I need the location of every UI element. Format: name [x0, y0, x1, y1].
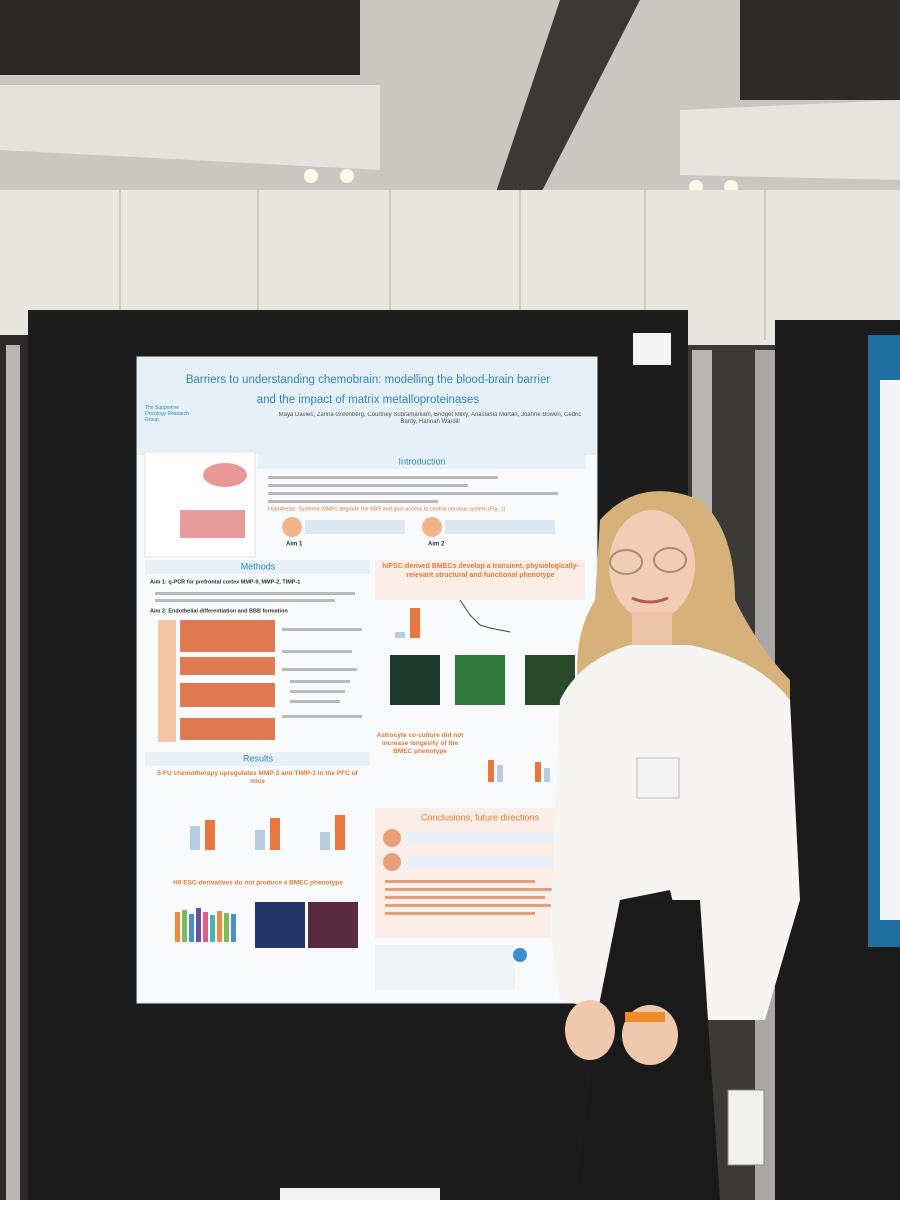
aim-box	[445, 520, 555, 534]
body-text	[385, 880, 560, 915]
section-heading: Conclusions, future directions	[421, 812, 540, 822]
twitter-icon	[513, 948, 527, 962]
ceiling-dark	[740, 0, 900, 100]
hypothesis: Hypothesis: Systemic MMPs degrade the BB…	[268, 506, 506, 512]
subheading: H9 ESC-derivatives do not produce a BMEC…	[173, 880, 343, 887]
references	[375, 945, 515, 990]
check-icon	[383, 829, 401, 847]
poster-title: and the impact of matrix metalloproteina…	[257, 394, 480, 406]
bmec-figure	[390, 599, 575, 705]
subheading: Aim 2: Endothelial differentiation and B…	[150, 608, 288, 614]
shirt	[550, 645, 800, 1020]
smile	[631, 596, 669, 604]
aim-icon	[422, 517, 442, 537]
poster-header	[137, 357, 597, 455]
astrocyte-figure	[488, 760, 550, 782]
authors: Maya Davies, Zarina Greenberg, Courtney …	[278, 412, 582, 425]
wristband	[625, 1012, 665, 1022]
subheading: Astrocyte co-culture did not increase lo…	[376, 732, 464, 755]
conclusions-panel	[375, 808, 585, 938]
section-heading: Methods	[241, 561, 276, 571]
section-heading-box: hiPSC-derived BMECs develop a transient,…	[382, 563, 579, 579]
body-text	[268, 476, 558, 503]
aim-label: Aim 2	[428, 542, 445, 548]
glasses	[653, 547, 687, 573]
aim-icon	[282, 517, 302, 537]
neighbor-poster-body	[880, 380, 900, 920]
name-badge	[636, 757, 680, 799]
frame-pole	[692, 350, 712, 530]
subheading: Aim 1: q-PCR for prefrontal cortex MMP-9…	[150, 579, 300, 585]
face	[609, 510, 695, 620]
ceiling-beam	[495, 0, 640, 195]
ceiling-panel	[0, 85, 380, 170]
group-logo: The Supportive Oncology Research Group	[145, 405, 189, 423]
ceiling-panel	[680, 100, 900, 180]
result-figure	[190, 815, 345, 850]
conclusion-box	[405, 856, 580, 868]
result-figure	[175, 902, 358, 948]
floor-sign	[280, 1188, 440, 1200]
vessel-illustration	[203, 463, 247, 487]
section-heading: hiPSC-derived BMECs develop a transient,…	[382, 563, 579, 579]
section-heading: Results	[243, 753, 274, 763]
access-card	[727, 1089, 765, 1166]
hand	[565, 1000, 615, 1060]
subheading-box: 5-FU chemotherapy upregulates MMP-2 and …	[157, 770, 358, 785]
light	[304, 169, 318, 183]
bbb-illustration	[180, 510, 245, 538]
light	[340, 169, 354, 183]
protocol-steps	[180, 620, 275, 740]
check-icon	[383, 853, 401, 871]
group-name: The Supportive Oncology Research Group	[145, 405, 189, 423]
timeline-bar	[158, 620, 176, 742]
conclusion-box	[405, 832, 580, 844]
section-header	[258, 455, 586, 469]
wall-panels	[119, 190, 766, 340]
aim-label: Aim 1	[286, 542, 303, 548]
section-header	[145, 560, 370, 574]
subheading: 5-FU chemotherapy upregulates MMP-2 and …	[157, 770, 358, 785]
astrocyte-box: Astrocyte co-culture did not increase lo…	[376, 732, 464, 755]
body-text	[282, 628, 362, 718]
label-card	[633, 333, 671, 365]
frame-pole	[6, 345, 20, 1200]
section-heading: Introduction	[398, 456, 445, 466]
authors-box: Maya Davies, Zarina Greenberg, Courtney …	[278, 412, 582, 425]
section-header	[145, 752, 370, 766]
section-header	[375, 560, 585, 600]
ceiling-dark	[0, 0, 360, 75]
poster-title: Barriers to understanding chemobrain: mo…	[186, 374, 551, 386]
glasses	[609, 549, 643, 575]
body-text	[155, 592, 355, 602]
aim-box	[305, 520, 405, 534]
